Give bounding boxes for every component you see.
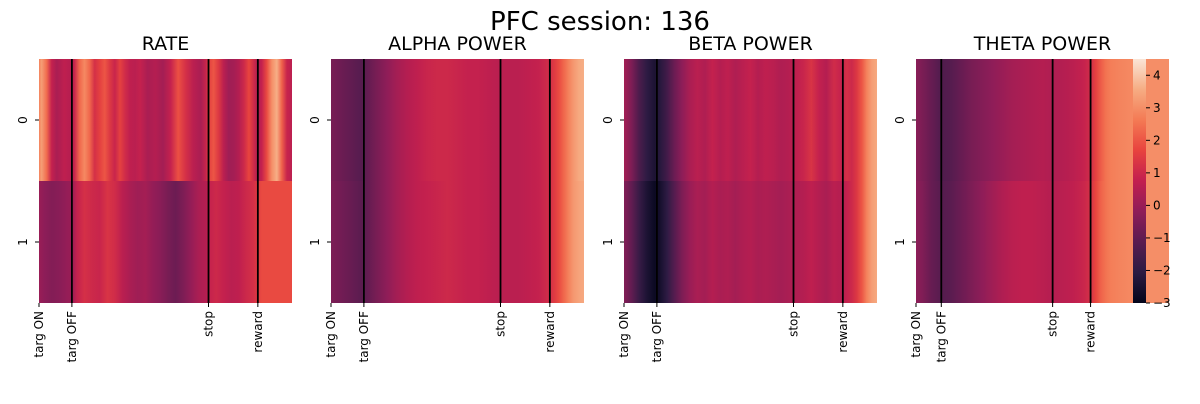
- panel-title: THETA POWER: [973, 33, 1111, 55]
- heatmap-row: [331, 181, 584, 303]
- figure-title: PFC session: 136: [490, 7, 710, 37]
- colorbar-tick-label: −3: [1153, 296, 1171, 310]
- y-tick-label: 0: [308, 116, 322, 124]
- colorbar-tick-label: 0: [1153, 198, 1161, 212]
- heatmap-panel: ALPHA POWER 0 1 targ ON targ OFF stop reward: [308, 33, 584, 362]
- x-tick-label: targ ON: [617, 311, 631, 358]
- x-tick-label: reward: [1084, 311, 1098, 353]
- colorbar-gradient: [1133, 59, 1146, 303]
- y-tick-label: 0: [893, 116, 907, 124]
- heatmap-row: [331, 59, 584, 181]
- x-tick-label: stop: [494, 311, 508, 337]
- x-tick-label: targ OFF: [650, 311, 664, 363]
- colorbar-tick-label: −1: [1153, 231, 1171, 245]
- x-tick-label: stop: [202, 311, 216, 337]
- y-tick-label: 0: [16, 116, 30, 124]
- heatmap-row: [916, 59, 1169, 181]
- colorbar: −3 −2 −1 0 1 2 3 4: [1133, 59, 1171, 310]
- heatmap-row: [624, 181, 877, 303]
- panel-title: BETA POWER: [688, 33, 813, 55]
- colorbar-tick-label: 1: [1153, 166, 1161, 180]
- x-tick-label: targ OFF: [357, 311, 371, 363]
- colorbar-tick-label: 2: [1153, 133, 1161, 147]
- y-tick-label: 1: [308, 238, 322, 246]
- heatmap-row: [39, 59, 292, 181]
- x-tick-label: stop: [1046, 311, 1060, 337]
- x-tick-label: targ ON: [324, 311, 338, 358]
- colorbar-tick-label: 3: [1153, 101, 1161, 115]
- x-tick-label: targ ON: [909, 311, 923, 358]
- y-tick-label: 1: [893, 238, 907, 246]
- y-tick-label: 1: [601, 238, 615, 246]
- y-tick-label: 0: [601, 116, 615, 124]
- heatmap-panel: RATE 0 1 targ ON targ OFF stop reward: [16, 33, 292, 362]
- y-tick-label: 1: [16, 238, 30, 246]
- colorbar-tick-label: 4: [1153, 68, 1161, 82]
- heatmap-panel: BETA POWER 0 1 targ ON targ OFF stop reward: [601, 33, 877, 362]
- x-tick-label: reward: [543, 311, 557, 353]
- x-tick-label: reward: [836, 311, 850, 353]
- heatmap-row: [916, 181, 1169, 303]
- heatmap-panel: THETA POWER 0 1 targ ON targ OFF stop reward: [893, 33, 1169, 362]
- panel-title: RATE: [142, 33, 190, 55]
- x-tick-label: reward: [251, 311, 265, 353]
- x-tick-label: stop: [787, 311, 801, 337]
- panel-title: ALPHA POWER: [388, 33, 527, 55]
- heatmap-row: [624, 59, 877, 181]
- heatmap-row: [39, 181, 292, 303]
- colorbar-tick-label: −2: [1153, 263, 1171, 277]
- x-tick-label: targ OFF: [65, 311, 79, 363]
- x-tick-label: targ OFF: [934, 311, 948, 363]
- x-tick-label: targ ON: [32, 311, 46, 358]
